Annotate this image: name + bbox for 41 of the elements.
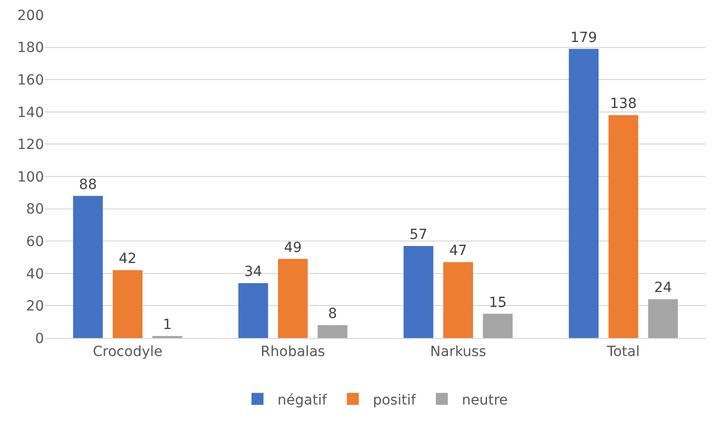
x-tick-label: Total <box>606 344 640 360</box>
bar <box>318 325 348 338</box>
data-label: 47 <box>449 243 468 260</box>
bar <box>443 262 473 338</box>
bar <box>568 48 599 338</box>
y-tick-label: 60 <box>26 234 44 250</box>
bar <box>112 270 142 338</box>
data-label: 57 <box>410 226 428 243</box>
legend-label: négatif <box>278 392 328 408</box>
legend-label: neutre <box>462 392 508 408</box>
bar <box>278 258 308 338</box>
x-tick-label: Crocodyle <box>92 344 162 360</box>
y-tick-label: 40 <box>26 266 44 282</box>
data-label: 49 <box>284 240 302 256</box>
legend-label: positif <box>372 392 417 408</box>
y-tick-label: 200 <box>17 8 44 24</box>
x-tick-label: Narkuss <box>430 344 486 360</box>
data-label: 34 <box>244 264 262 280</box>
data-label: 15 <box>488 294 507 311</box>
data-label: 24 <box>654 280 672 296</box>
y-tick-label: 160 <box>17 72 44 88</box>
y-tick-label: 180 <box>17 40 44 56</box>
y-tick-label: 140 <box>17 104 44 121</box>
bar <box>238 283 268 338</box>
data-label: 138 <box>610 96 637 112</box>
data-label: 179 <box>570 30 598 46</box>
data-label: 42 <box>118 251 137 268</box>
y-tick-label: 0 <box>35 330 44 347</box>
y-tick-label: 20 <box>26 298 44 315</box>
bar <box>482 314 513 338</box>
bar <box>73 196 103 338</box>
y-tick-label: 80 <box>26 202 44 218</box>
bar <box>608 115 638 338</box>
data-label: 1 <box>162 317 172 333</box>
data-label: 8 <box>328 306 337 322</box>
bar <box>648 299 678 338</box>
y-tick-label: 120 <box>17 137 44 154</box>
y-tick-label: 100 <box>17 169 44 186</box>
data-label: 88 <box>79 176 97 193</box>
bar <box>404 246 434 338</box>
x-tick-label: Rhobalas <box>260 344 326 360</box>
